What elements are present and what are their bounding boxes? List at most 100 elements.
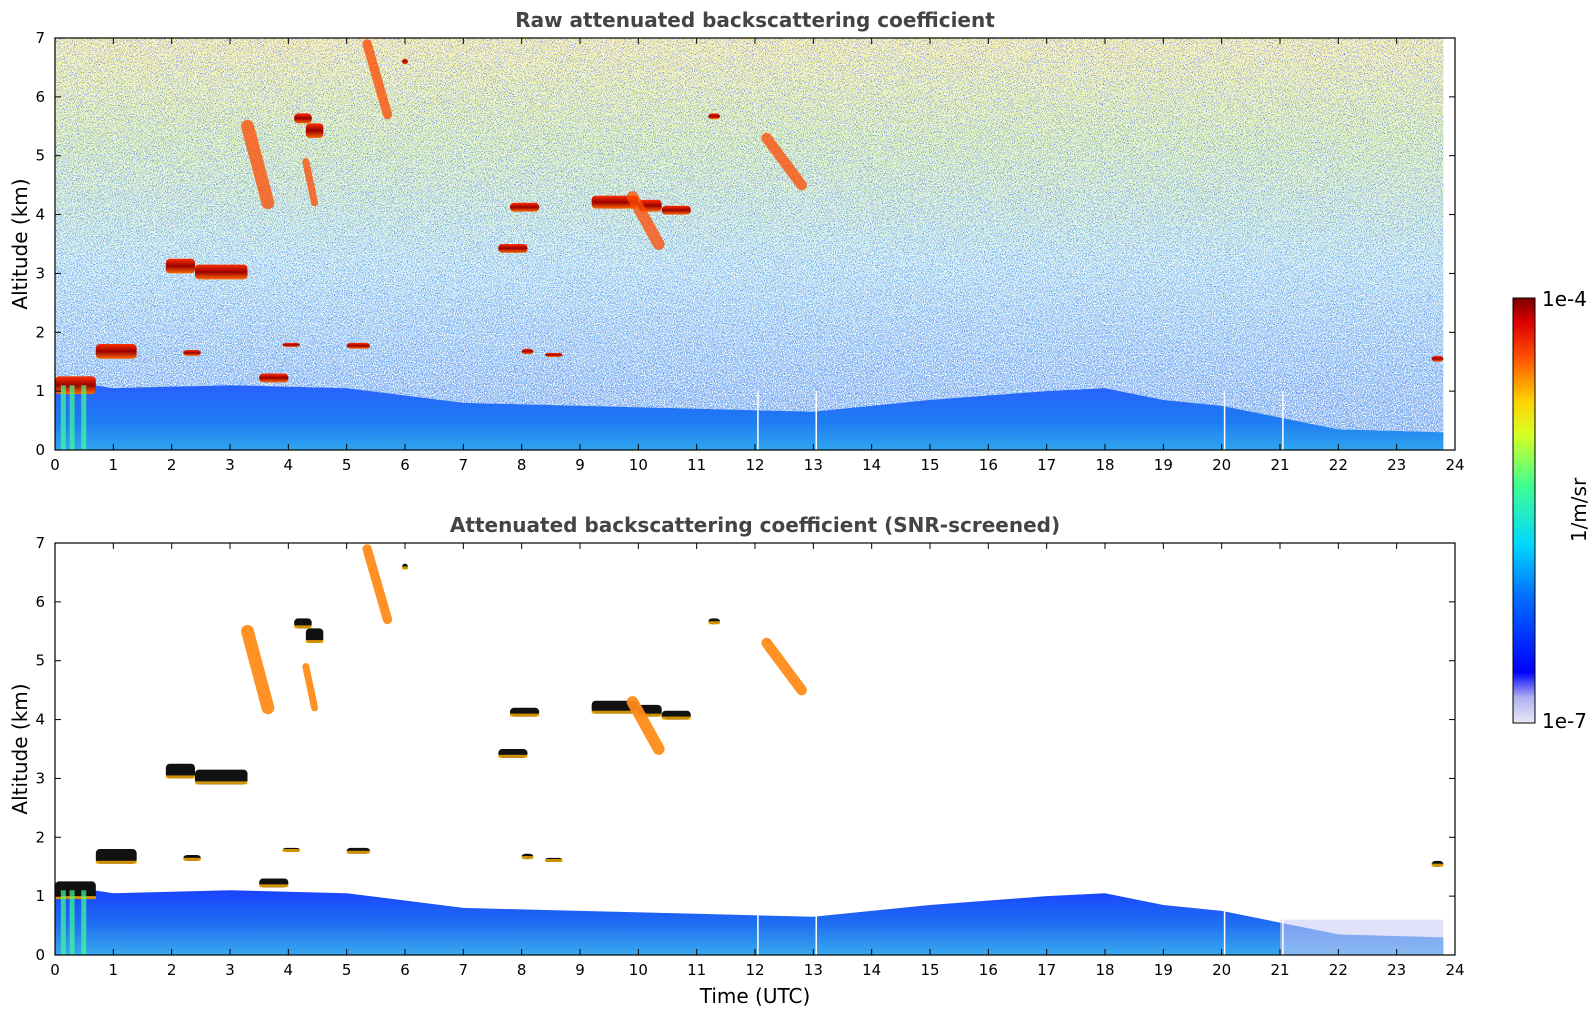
precip-streak (81, 890, 87, 955)
x-tick-label: 19 (1154, 456, 1173, 474)
cloud-layer (661, 205, 691, 215)
x-tick-label: 16 (979, 456, 998, 474)
x-tick-label: 16 (979, 961, 998, 979)
cloud-edge (1431, 863, 1444, 867)
x-tick-label: 12 (745, 456, 764, 474)
cloud-layer (510, 202, 540, 212)
x-tick-label: 21 (1270, 456, 1289, 474)
x-tick-label: 13 (804, 961, 823, 979)
y-tick-label: 0 (35, 441, 45, 459)
x-tick-label: 20 (1212, 961, 1231, 979)
cloud-layer (282, 342, 300, 347)
x-tick-label: 22 (1329, 456, 1348, 474)
x-tick-label: 18 (1095, 456, 1114, 474)
x-tick-label: 5 (342, 961, 352, 979)
raw-backscatter-panel: 0 1 2 3 4 5 6 7 8 9 10 11 12 13 14 15 16 17 18 19 20 21 22 23 24… (8, 8, 1465, 474)
cloud-edge (195, 781, 248, 785)
y-tick-label: 3 (35, 769, 45, 787)
x-tick-label: 24 (1445, 961, 1464, 979)
ice-fall-streak (241, 119, 275, 210)
ice-fall-streak (626, 191, 665, 250)
x-tick-label: 14 (862, 456, 881, 474)
cloud-layer (1431, 355, 1444, 362)
boundary-layer (55, 379, 1444, 450)
x-tick-label: 11 (687, 961, 706, 979)
x-tick-label: 4 (284, 961, 294, 979)
y-tick-label: 4 (35, 206, 45, 224)
precip-streak (69, 385, 75, 450)
x-tick-label: 3 (225, 456, 235, 474)
chart-title: Attenuated backscattering coefficient (S… (450, 513, 1060, 537)
x-tick-label: 10 (629, 456, 648, 474)
precip-streak (60, 385, 66, 450)
cloud-edge (55, 896, 96, 900)
cloud-edge (183, 857, 201, 861)
x-tick-label: 23 (1387, 961, 1406, 979)
x-tick-label: 1 (109, 456, 119, 474)
y-tick-label: 6 (35, 593, 45, 611)
x-tick-label: 5 (342, 456, 352, 474)
heatmap-area (55, 38, 1444, 450)
x-tick-label: 7 (459, 961, 469, 979)
x-tick-label: 14 (862, 961, 881, 979)
cloud-edge (165, 775, 195, 779)
x-tick-label: 17 (1037, 456, 1056, 474)
x-tick-label: 15 (920, 456, 939, 474)
cloud-edge (661, 716, 691, 720)
x-tick-label: 11 (687, 456, 706, 474)
y-tick-label: 7 (35, 29, 45, 47)
screened-backscatter-panel: 0 1 2 3 4 5 6 7 8 9 10 11 12 13 14 15 16 17 18 19 20 21 22 23 24… (8, 513, 1465, 1008)
cloud-layer (195, 264, 248, 280)
y-tick-label: 7 (35, 534, 45, 552)
cloud-layer (183, 349, 201, 356)
x-tick-label: 3 (225, 961, 235, 979)
cloud-layer (294, 113, 312, 124)
y-axis-label: Altitude (km) (8, 683, 32, 814)
y-tick-label: 5 (35, 147, 45, 165)
cloud-edge (259, 884, 289, 888)
cloud-layer (346, 342, 370, 349)
x-tick-label: 0 (50, 456, 60, 474)
cloud-edge (346, 850, 370, 854)
colorbar: 1e-4 1e-7 1/m/sr (1512, 287, 1591, 733)
cloud-layer (95, 849, 137, 864)
x-tick-label: 4 (284, 456, 294, 474)
x-tick-label: 22 (1329, 961, 1348, 979)
cloud-layer (195, 769, 248, 785)
y-tick-label: 2 (35, 828, 45, 846)
ice-fall-streak (241, 624, 275, 715)
x-tick-label: 21 (1270, 961, 1289, 979)
x-tick-label: 2 (167, 961, 177, 979)
ice-fall-streak (302, 158, 319, 207)
x-tick-label: 20 (1212, 456, 1231, 474)
cloud-layer (165, 258, 195, 274)
cloud-layer (521, 348, 534, 355)
cloud-layer (591, 195, 639, 209)
y-tick-label: 1 (35, 382, 45, 400)
cloud-layer (402, 58, 408, 65)
y-tick-label: 0 (35, 946, 45, 964)
x-tick-label: 7 (459, 456, 469, 474)
cloud-edge (510, 713, 540, 717)
cloud-layer (259, 373, 289, 383)
x-tick-label: 6 (400, 456, 410, 474)
ice-fall-streak (362, 39, 393, 120)
x-axis-label: Time (UTC) (699, 984, 811, 1008)
colorbar-max-label: 1e-4 (1542, 287, 1587, 311)
colorbar-min-label: 1e-7 (1542, 709, 1587, 733)
cloud-layer (591, 700, 639, 714)
x-tick-label: 1 (109, 961, 119, 979)
ice-fall-streak (362, 544, 393, 625)
x-tick-label: 13 (804, 456, 823, 474)
y-tick-label: 5 (35, 652, 45, 670)
cloud-edge (521, 856, 534, 860)
x-tick-label: 19 (1154, 961, 1173, 979)
x-tick-label: 15 (920, 961, 939, 979)
x-tick-label: 9 (575, 961, 585, 979)
cloud-edge (294, 625, 312, 629)
y-tick-label: 1 (35, 887, 45, 905)
cloud-edge (638, 713, 662, 717)
y-tick-label: 6 (35, 88, 45, 106)
boundary-layer-weak-signal (1280, 919, 1444, 955)
